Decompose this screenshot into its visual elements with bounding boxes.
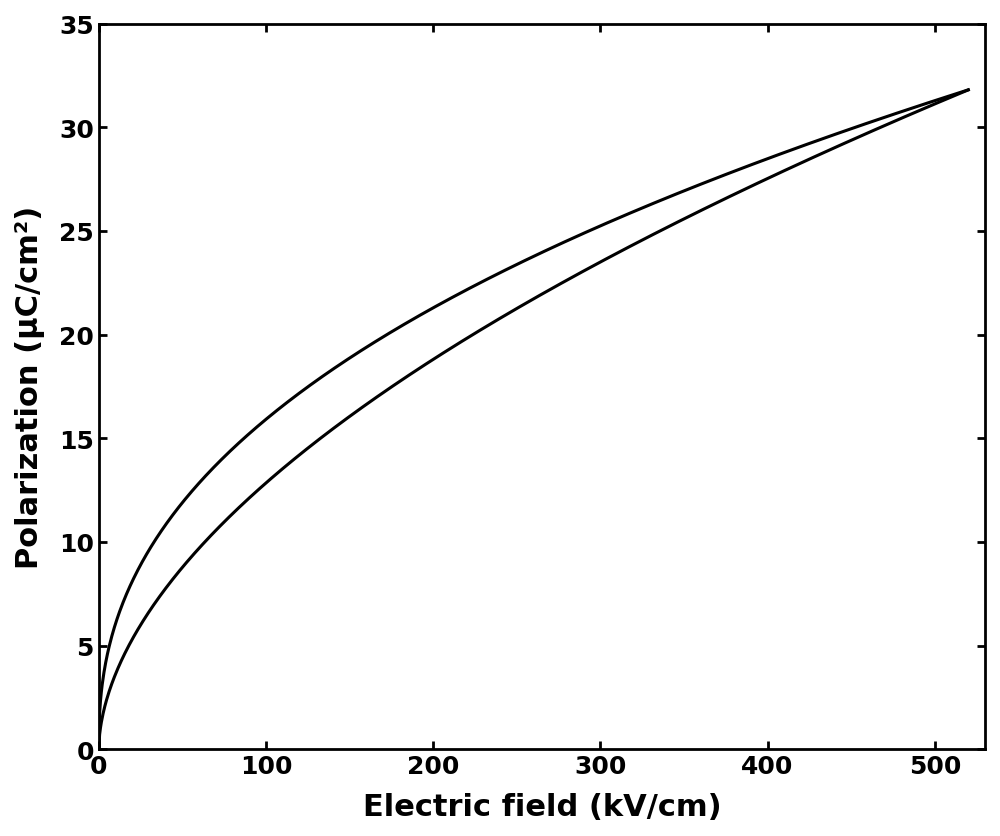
X-axis label: Electric field (kV/cm): Electric field (kV/cm) — [363, 792, 721, 821]
Y-axis label: Polarization (μC/cm²): Polarization (μC/cm²) — [15, 206, 45, 568]
